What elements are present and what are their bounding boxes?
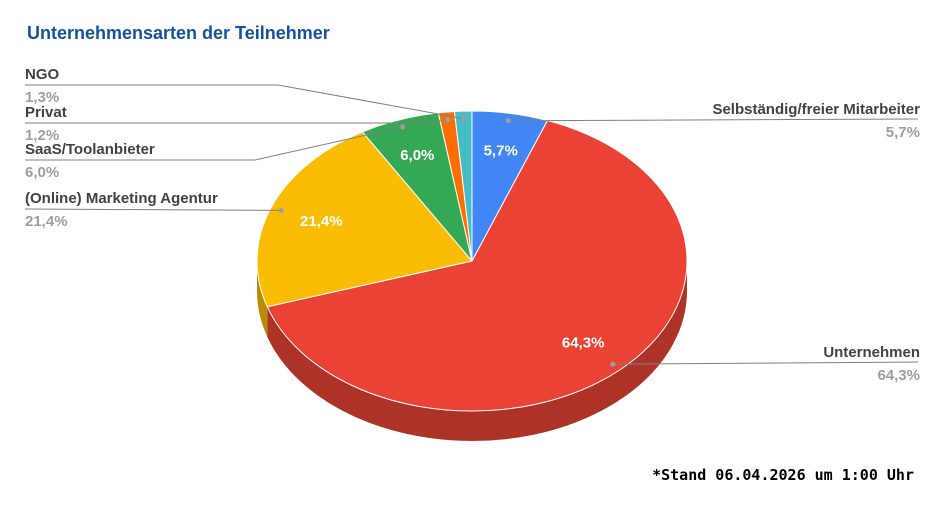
- callout-line-unternehmen: [612, 361, 919, 365]
- slice-value: 5,7%: [885, 124, 920, 141]
- callout-dot-saas-toolanbieter: [400, 124, 406, 130]
- slice-percentage-label-selbständig-freier-mitarbeiter: 5,7%: [484, 142, 518, 159]
- slice-value: 1,2%: [25, 127, 60, 144]
- slice-value: 64,3%: [877, 367, 920, 384]
- callout-line-selbständig-freier-mitarbeiter: [508, 118, 919, 122]
- slice-percentage-label-online-marketing-agentur: 21,4%: [300, 213, 343, 230]
- slice-name: SaaS/Toolanbieter: [25, 141, 155, 158]
- callout-label-online-marketing-agentur: (Online) Marketing Agentur 21,4%: [25, 190, 218, 231]
- callout-dot-privat: [445, 116, 451, 123]
- callout-label-saas-toolanbieter: SaaS/Toolanbieter 6,0%: [25, 141, 155, 182]
- footnote-timestamp: *Stand 06.04.2026 um 1:00 Uhr: [652, 466, 914, 484]
- callout-label-privat: Privat 1,2%: [25, 104, 67, 145]
- slice-name: NGO: [25, 66, 60, 83]
- pie-slice-wall-online-marketing-agentur: [257, 261, 268, 337]
- callout-label-ngo: NGO 1,3%: [25, 66, 59, 107]
- callout-label-selbständig-freier-mitarbeiter: Selbständig/freier Mitarbeiter 5,7%: [712, 101, 920, 142]
- slice-value: 21,4%: [25, 213, 68, 230]
- callout-label-unternehmen: Unternehmen 64,3%: [823, 344, 920, 385]
- slice-name: (Online) Marketing Agentur: [25, 190, 218, 207]
- slice-name: Privat: [25, 104, 67, 121]
- callout-line-online-marketing-agentur: [24, 208, 282, 211]
- callout-line-ngo: [25, 84, 464, 120]
- callout-line-saas-toolanbieter: [25, 126, 403, 161]
- callout-dot-ngo: [461, 116, 467, 122]
- callout-dot-online-marketing-agentur: [278, 207, 284, 213]
- slice-value: 1,3%: [25, 89, 60, 106]
- slice-name: Selbständig/freier Mitarbeiter: [712, 101, 920, 118]
- pie-slice-unternehmen[interactable]: [266, 120, 688, 412]
- pie-slice-ngo[interactable]: [453, 110, 473, 262]
- slice-percentage-label-saas-toolanbieter: 6,0%: [400, 147, 434, 164]
- callout-dot-unternehmen: [610, 361, 616, 367]
- chart-title: Unternehmensarten der Teilnehmer: [27, 23, 330, 43]
- callout-line-privat: [25, 119, 448, 124]
- slice-name: Unternehmen: [823, 344, 920, 361]
- pie-slice-online-marketing-agentur[interactable]: [256, 131, 473, 308]
- callout-dot-selbständig-freier-mitarbeiter: [505, 118, 511, 124]
- slice-percentage-label-unternehmen: 64,3%: [562, 335, 605, 352]
- pie-slice-wall-unternehmen: [267, 261, 687, 441]
- slice-value: 6,0%: [25, 164, 60, 181]
